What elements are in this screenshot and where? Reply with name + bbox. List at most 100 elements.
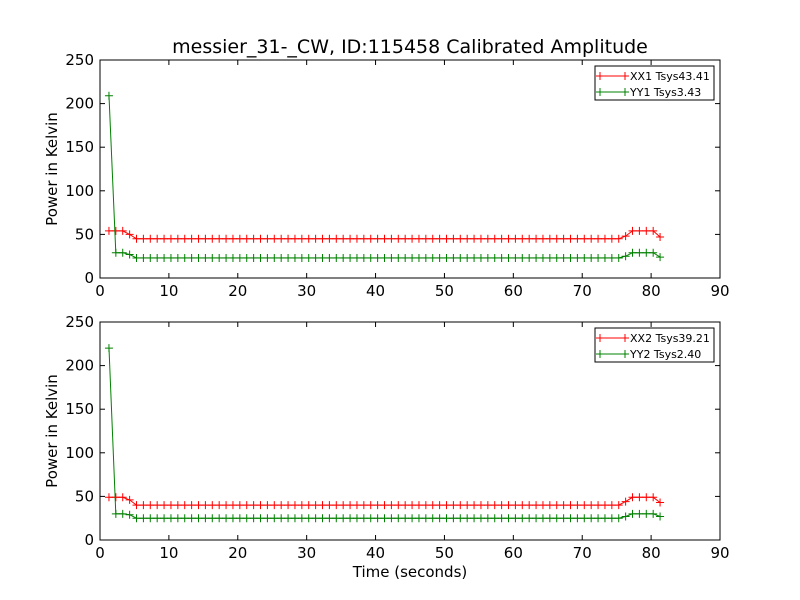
data-point-marker <box>290 514 299 523</box>
data-point-marker <box>421 234 430 243</box>
data-point-marker <box>318 234 327 243</box>
data-point-marker <box>146 253 155 262</box>
data-point-marker <box>587 253 596 262</box>
data-point-marker <box>297 253 306 262</box>
data-point-marker <box>366 234 375 243</box>
data-point-marker <box>635 493 644 502</box>
data-point-marker <box>600 501 609 510</box>
data-point-marker <box>428 501 437 510</box>
data-point-marker <box>352 514 361 523</box>
x-tick-label: 0 <box>95 544 105 562</box>
data-point-marker <box>394 253 403 262</box>
data-point-marker <box>373 253 382 262</box>
data-point-marker <box>525 234 534 243</box>
data-point-marker <box>111 248 120 257</box>
data-point-marker <box>483 234 492 243</box>
legend-marker <box>596 334 604 342</box>
data-point-marker <box>125 510 134 519</box>
data-point-marker <box>449 514 458 523</box>
data-point-marker <box>421 514 430 523</box>
data-point-marker <box>594 234 603 243</box>
data-point-marker <box>387 514 396 523</box>
data-point-marker <box>270 501 279 510</box>
x-tick-label: 80 <box>642 282 661 300</box>
data-point-marker <box>476 234 485 243</box>
legend-label: YY1 Tsys3.43 <box>629 86 701 99</box>
data-point-marker <box>408 501 417 510</box>
data-point-marker <box>600 514 609 523</box>
data-point-marker <box>263 514 272 523</box>
x-tick-label: 60 <box>504 544 523 562</box>
data-point-marker <box>249 514 258 523</box>
x-tick-label: 60 <box>504 282 523 300</box>
data-point-marker <box>621 252 630 261</box>
data-point-marker <box>559 514 568 523</box>
data-point-marker <box>132 514 141 523</box>
data-point-marker <box>538 501 547 510</box>
data-point-marker <box>242 514 251 523</box>
data-point-marker <box>125 250 134 259</box>
data-point-marker <box>222 514 231 523</box>
data-point-marker <box>325 234 334 243</box>
data-point-marker <box>228 501 237 510</box>
data-point-marker <box>649 493 658 502</box>
y-tick-label: 250 <box>65 313 94 331</box>
data-point-marker <box>339 234 348 243</box>
data-point-marker <box>614 514 623 523</box>
data-point-marker <box>180 234 189 243</box>
data-point-marker <box>649 248 658 257</box>
data-point-marker <box>421 501 430 510</box>
data-point-marker <box>656 498 665 507</box>
data-point-marker <box>373 501 382 510</box>
data-point-marker <box>297 514 306 523</box>
data-point-marker <box>456 253 465 262</box>
data-point-marker <box>614 234 623 243</box>
data-point-marker <box>573 501 582 510</box>
data-point-marker <box>366 501 375 510</box>
y-tick-label: 100 <box>65 444 94 462</box>
data-point-marker <box>173 253 182 262</box>
data-point-marker <box>346 253 355 262</box>
data-point-marker <box>332 501 341 510</box>
data-point-marker <box>194 253 203 262</box>
x-tick-label: 10 <box>159 544 178 562</box>
y-tick-label: 50 <box>75 225 94 243</box>
data-point-marker <box>228 253 237 262</box>
data-point-marker <box>166 253 175 262</box>
data-point-marker <box>552 234 561 243</box>
data-point-marker <box>104 91 113 100</box>
data-point-marker <box>642 248 651 257</box>
data-point-marker <box>104 226 113 235</box>
data-point-marker <box>332 253 341 262</box>
data-point-marker <box>442 501 451 510</box>
data-point-marker <box>242 501 251 510</box>
data-point-marker <box>132 501 141 510</box>
y-axis-label: Power in Kelvin <box>43 112 61 226</box>
data-point-marker <box>442 514 451 523</box>
data-point-marker <box>463 253 472 262</box>
data-point-marker <box>532 253 541 262</box>
data-point-marker <box>573 253 582 262</box>
data-point-marker <box>628 509 637 518</box>
data-point-marker <box>545 501 554 510</box>
data-point-marker <box>532 514 541 523</box>
data-point-marker <box>456 514 465 523</box>
data-point-marker <box>449 234 458 243</box>
data-point-marker <box>222 234 231 243</box>
data-point-marker <box>538 234 547 243</box>
data-point-marker <box>346 501 355 510</box>
data-point-marker <box>580 501 589 510</box>
data-point-marker <box>304 501 313 510</box>
data-point-marker <box>325 514 334 523</box>
data-point-marker <box>600 234 609 243</box>
data-point-marker <box>497 501 506 510</box>
y-tick-label: 200 <box>65 357 94 375</box>
data-point-marker <box>132 253 141 262</box>
data-point-marker <box>607 253 616 262</box>
data-point-marker <box>290 253 299 262</box>
data-point-marker <box>594 514 603 523</box>
data-point-marker <box>628 226 637 235</box>
data-point-marker <box>463 514 472 523</box>
legend-marker <box>621 334 629 342</box>
data-point-marker <box>125 230 134 239</box>
